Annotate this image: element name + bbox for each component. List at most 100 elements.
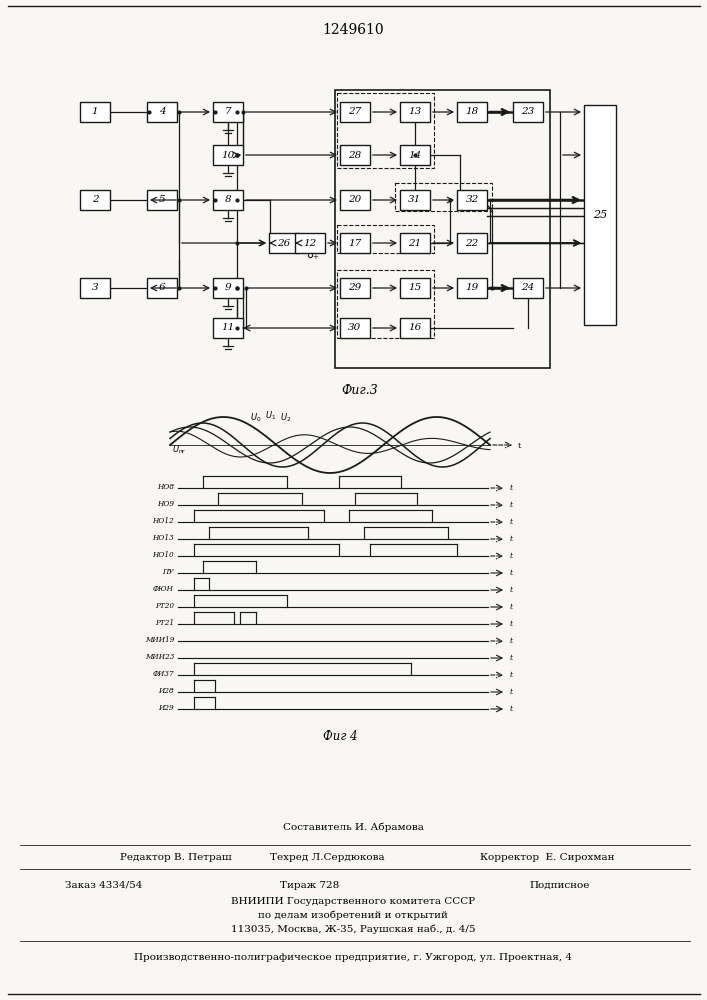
Text: 20: 20	[349, 196, 361, 205]
Text: t: t	[510, 705, 513, 713]
Text: 15: 15	[409, 284, 421, 292]
Text: 27: 27	[349, 107, 361, 116]
Text: НО13: НО13	[153, 534, 174, 542]
Text: НО9: НО9	[157, 500, 174, 508]
Text: Корректор  Е. Сирохман: Корректор Е. Сирохман	[480, 852, 614, 861]
Bar	[337, 270, 434, 338]
Text: +: +	[312, 254, 318, 260]
Text: РТ20: РТ20	[155, 602, 174, 610]
Bar	[337, 225, 434, 253]
Bar	[513, 278, 543, 298]
Bar	[457, 278, 487, 298]
Text: Составитель И. Абрамова: Составитель И. Абрамова	[283, 822, 423, 832]
Bar	[340, 145, 370, 165]
Text: 19: 19	[465, 284, 479, 292]
Text: t: t	[510, 518, 513, 526]
Text: 32: 32	[465, 196, 479, 205]
Bar	[213, 145, 243, 165]
Text: 113035, Москва, Ж-35, Раушская наб., д. 4/5: 113035, Москва, Ж-35, Раушская наб., д. …	[230, 924, 475, 934]
Bar	[80, 190, 110, 210]
Bar	[147, 102, 177, 122]
Bar	[213, 102, 243, 122]
Text: 7: 7	[225, 107, 231, 116]
Text: 31: 31	[409, 196, 421, 205]
Text: Техред Л.Сердюкова: Техред Л.Сердюкова	[270, 852, 385, 861]
Text: $U_1$: $U_1$	[265, 410, 276, 422]
Bar	[400, 318, 430, 338]
Text: t: t	[510, 484, 513, 492]
Text: 26: 26	[277, 238, 291, 247]
Bar	[335, 90, 550, 368]
Text: Тираж 728: Тираж 728	[281, 880, 339, 890]
Text: t: t	[510, 586, 513, 594]
Text: 3: 3	[92, 284, 98, 292]
Text: 24: 24	[521, 284, 534, 292]
Text: 8: 8	[225, 196, 231, 205]
Text: 29: 29	[349, 284, 361, 292]
Text: НО10: НО10	[153, 551, 174, 559]
Text: 21: 21	[409, 238, 421, 247]
Text: МИИ23: МИИ23	[145, 653, 174, 661]
Text: Подписное: Подписное	[530, 880, 590, 890]
Text: $U_{\rm пг}$: $U_{\rm пг}$	[172, 444, 187, 456]
Text: И29: И29	[158, 704, 174, 712]
Text: Редактор В. Петраш: Редактор В. Петраш	[120, 852, 232, 861]
Bar	[213, 318, 243, 338]
Text: 25: 25	[593, 210, 607, 220]
Bar	[269, 233, 299, 253]
Text: 1249610: 1249610	[322, 23, 384, 37]
Text: НО8: НО8	[157, 483, 174, 491]
Text: ФЮН: ФЮН	[153, 585, 174, 593]
Text: 4: 4	[158, 107, 165, 116]
Text: 22: 22	[465, 238, 479, 247]
Text: по делам изобретений и открытий: по делам изобретений и открытий	[258, 910, 448, 920]
Bar	[213, 278, 243, 298]
Text: 23: 23	[521, 107, 534, 116]
Bar	[457, 190, 487, 210]
Text: Заказ 4334/54: Заказ 4334/54	[65, 880, 142, 890]
Bar	[295, 233, 325, 253]
Text: t: t	[510, 671, 513, 679]
Text: $U_2$: $U_2$	[280, 412, 291, 424]
Text: РТ21: РТ21	[155, 619, 174, 627]
Text: t: t	[510, 501, 513, 509]
Text: 9: 9	[225, 284, 231, 292]
Bar	[80, 102, 110, 122]
Bar	[400, 278, 430, 298]
Bar	[400, 145, 430, 165]
Text: 17: 17	[349, 238, 361, 247]
Text: 1: 1	[92, 107, 98, 116]
Text: Фиг.3: Фиг.3	[341, 383, 378, 396]
Text: 11: 11	[221, 324, 235, 332]
Bar	[513, 102, 543, 122]
Text: 6: 6	[158, 284, 165, 292]
Text: И28: И28	[158, 687, 174, 695]
Bar	[457, 102, 487, 122]
Bar	[400, 233, 430, 253]
Text: 30: 30	[349, 324, 361, 332]
Bar	[395, 183, 492, 211]
Text: t: t	[510, 620, 513, 628]
Text: 28: 28	[349, 150, 361, 159]
Bar	[147, 190, 177, 210]
Text: t: t	[510, 535, 513, 543]
Text: 5: 5	[158, 196, 165, 205]
Text: МИИ19: МИИ19	[145, 636, 174, 644]
Bar	[337, 93, 434, 168]
Bar	[340, 318, 370, 338]
Bar	[80, 278, 110, 298]
Text: t: t	[510, 569, 513, 577]
Bar	[400, 102, 430, 122]
Text: 14: 14	[409, 150, 421, 159]
Text: ВНИИПИ Государственного комитета СССР: ВНИИПИ Государственного комитета СССР	[231, 896, 475, 906]
Bar	[340, 102, 370, 122]
Text: НО12: НО12	[153, 517, 174, 525]
Text: 16: 16	[409, 324, 421, 332]
Bar	[340, 233, 370, 253]
Bar	[340, 190, 370, 210]
Text: 12: 12	[303, 238, 317, 247]
Text: t: t	[510, 654, 513, 662]
Bar	[340, 278, 370, 298]
Text: ПУ: ПУ	[163, 568, 174, 576]
Text: t: t	[510, 688, 513, 696]
